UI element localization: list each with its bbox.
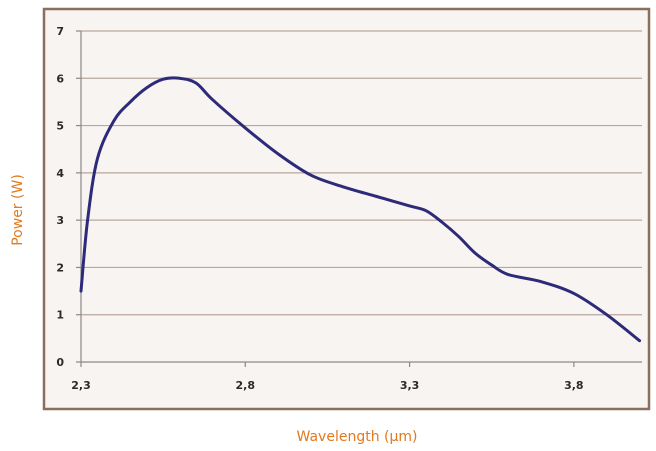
series-layer <box>79 76 642 343</box>
y-tick-label: 0 <box>56 356 64 369</box>
y-tick-label: 6 <box>56 72 64 85</box>
x-axis-title: Wavelength (µm) <box>297 429 418 445</box>
y-tick-label: 1 <box>56 309 64 322</box>
series-line-0 <box>79 76 642 343</box>
y-tick-label: 4 <box>56 167 64 180</box>
plot-frame <box>42 7 651 411</box>
tick-labels: 0 1 2 3 4 5 6 7 2,3 2,8 3,3 3,8 <box>56 25 583 392</box>
axes <box>76 30 642 367</box>
y-tick-label: 5 <box>56 120 64 133</box>
y-tick-label: 7 <box>56 25 64 38</box>
y-tick-label: 3 <box>56 214 64 227</box>
x-tick-label: 2,8 <box>236 379 256 392</box>
x-tick-label: 3,8 <box>564 379 584 392</box>
x-tick-label: 2,3 <box>71 379 91 392</box>
y-axis-title: Power (W) <box>10 174 26 246</box>
y-tick-label: 2 <box>56 261 64 274</box>
x-tick-label: 3,3 <box>400 379 420 392</box>
